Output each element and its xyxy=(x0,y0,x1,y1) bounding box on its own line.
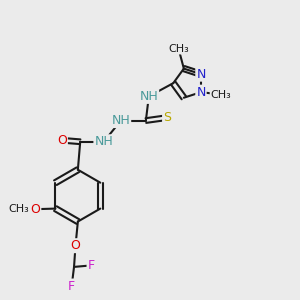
Text: F: F xyxy=(68,280,75,292)
Text: N: N xyxy=(196,68,206,81)
Text: O: O xyxy=(57,134,67,147)
Text: S: S xyxy=(163,111,171,124)
Text: CH₃: CH₃ xyxy=(9,204,30,214)
Text: NH: NH xyxy=(112,114,130,127)
Text: F: F xyxy=(88,259,95,272)
Text: O: O xyxy=(70,239,80,252)
Text: CH₃: CH₃ xyxy=(211,89,231,100)
Text: N: N xyxy=(196,86,206,99)
Text: NH: NH xyxy=(94,135,113,148)
Text: NH: NH xyxy=(140,90,158,103)
Text: CH₃: CH₃ xyxy=(168,44,189,54)
Text: O: O xyxy=(31,203,40,216)
